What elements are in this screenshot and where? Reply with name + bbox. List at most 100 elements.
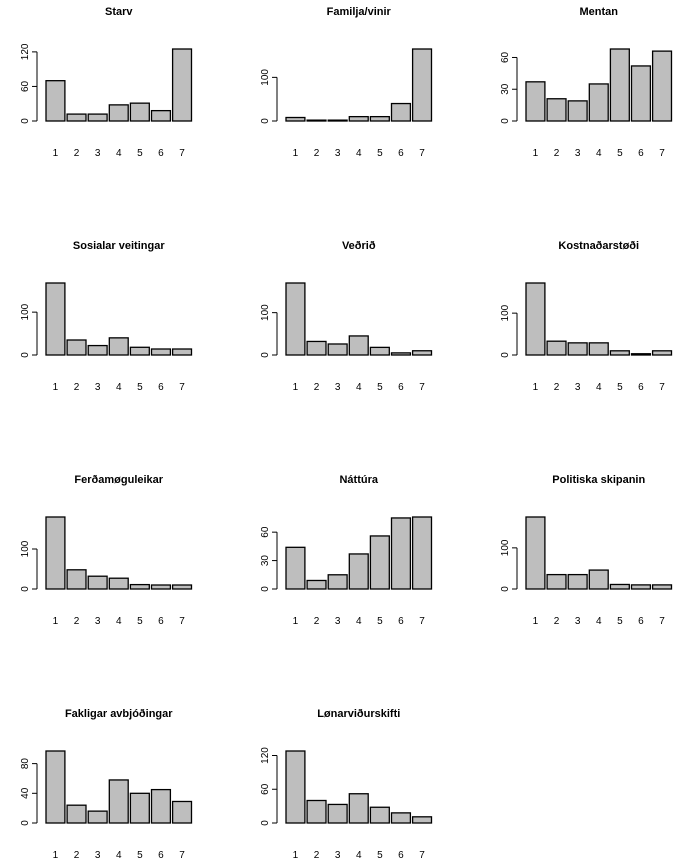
chart-title: Náttúra: [339, 474, 378, 486]
bar-2: [66, 113, 87, 122]
bar-7: [651, 350, 673, 356]
x-tick-label: 5: [137, 148, 143, 159]
y-tick-label: 0: [260, 820, 271, 826]
bar-1: [45, 80, 66, 122]
chart-panel-9: Politiska skipanin 1 2 3 4 5 6 7 0 100: [500, 474, 673, 627]
x-tick-label: 2: [74, 382, 80, 393]
chart-panel-6: Kostnaðarstøði 1 2 3 4 5 6 7 0 100: [500, 240, 673, 393]
x-tick-label: 1: [53, 850, 59, 860]
y-tick-label: 120: [260, 747, 271, 764]
x-tick-label: 1: [53, 616, 59, 627]
chart-title: Starv: [105, 6, 133, 18]
x-tick-label: 5: [377, 382, 383, 393]
x-tick-label: 6: [398, 148, 404, 159]
x-tick-label: 5: [617, 616, 623, 627]
x-tick-label: 4: [596, 382, 602, 393]
y-tick-label: 40: [20, 787, 31, 799]
y-tick-label: 0: [500, 352, 511, 358]
x-tick-label: 3: [335, 148, 341, 159]
bar-3: [327, 343, 348, 356]
chart-panel-11: Lønarviðurskifti 1 2 3 4 5 6 7 0 60 120: [260, 708, 433, 860]
bar-6: [630, 353, 652, 356]
y-tick-label: 100: [20, 540, 31, 557]
bar-3: [87, 810, 108, 824]
y-tick-label: 30: [500, 83, 511, 95]
bar-1: [45, 282, 66, 356]
y-tick-label: 120: [20, 43, 31, 60]
y-tick-label: 100: [260, 69, 271, 86]
x-tick-label: 2: [314, 148, 320, 159]
bar-6: [390, 352, 412, 356]
chart-panel-2: Familja/vinir 1 2 3 4 5 6 7 0 100: [260, 6, 433, 159]
bar-7: [171, 348, 193, 356]
y-tick-label: 60: [500, 51, 511, 63]
x-tick-label: 1: [533, 148, 539, 159]
bar-6: [150, 584, 172, 590]
x-tick-label: 4: [596, 616, 602, 627]
x-tick-label: 6: [638, 148, 644, 159]
bar-2: [306, 799, 327, 824]
bar-1: [285, 546, 306, 590]
x-tick-label: 7: [179, 382, 185, 393]
x-tick-label: 2: [74, 148, 80, 159]
x-tick-label: 5: [377, 616, 383, 627]
bar-3: [567, 100, 588, 122]
bar-3: [327, 574, 348, 590]
bar-1: [285, 116, 306, 122]
bar-7: [651, 584, 673, 590]
y-tick-label: 30: [260, 555, 271, 567]
chart-panel-3: Mentan 1 2 3 4 5 6 7 0 30 60: [500, 6, 673, 159]
x-tick-label: 3: [95, 850, 101, 860]
bar-5: [129, 792, 150, 824]
bar-1: [525, 282, 546, 356]
bar-7: [651, 50, 673, 122]
x-tick-label: 7: [659, 148, 665, 159]
chart-title: Lønarviðurskifti: [317, 708, 400, 720]
chart-title: Sosialar veitingar: [73, 240, 165, 252]
x-tick-label: 1: [293, 148, 299, 159]
bar-6: [630, 584, 652, 590]
x-tick-label: 5: [617, 382, 623, 393]
bar-4: [108, 337, 129, 356]
bar-5: [369, 115, 390, 122]
x-tick-label: 2: [554, 148, 560, 159]
bar-6: [150, 109, 172, 122]
chart-title: Politiska skipanin: [552, 474, 645, 486]
x-tick-label: 7: [419, 382, 425, 393]
bar-7: [171, 584, 193, 590]
x-tick-label: 7: [419, 148, 425, 159]
bar-1: [525, 81, 546, 122]
y-tick-label: 0: [260, 586, 271, 592]
y-tick-label: 0: [500, 118, 511, 124]
x-tick-label: 7: [179, 616, 185, 627]
bar-4: [348, 335, 369, 356]
x-tick-label: 3: [335, 382, 341, 393]
bar-4: [108, 779, 129, 824]
x-tick-label: 2: [314, 616, 320, 627]
bar-6: [390, 517, 412, 590]
x-tick-label: 4: [116, 616, 122, 627]
bar-3: [87, 344, 108, 356]
x-tick-label: 5: [617, 148, 623, 159]
bar-5: [129, 102, 150, 122]
y-tick-label: 100: [260, 304, 271, 321]
bar-6: [150, 788, 172, 824]
bar-3: [87, 113, 108, 122]
chart-panel-10: Fakligar avbjóðingar 1 2 3 4 5 6 7 0 40 80: [20, 708, 193, 860]
chart-title: Veðrið: [342, 240, 376, 252]
bar-3: [87, 575, 108, 590]
bar-1: [285, 750, 306, 824]
bar-5: [129, 346, 150, 356]
x-tick-label: 3: [575, 382, 581, 393]
bar-4: [588, 83, 609, 122]
x-tick-label: 2: [554, 382, 560, 393]
bar-6: [390, 812, 412, 824]
y-tick-label: 0: [260, 352, 271, 358]
bar-4: [108, 104, 129, 122]
x-tick-label: 1: [293, 382, 299, 393]
bar-5: [369, 346, 390, 356]
bar-7: [411, 516, 433, 590]
x-tick-label: 1: [533, 616, 539, 627]
bar-5: [129, 583, 150, 590]
